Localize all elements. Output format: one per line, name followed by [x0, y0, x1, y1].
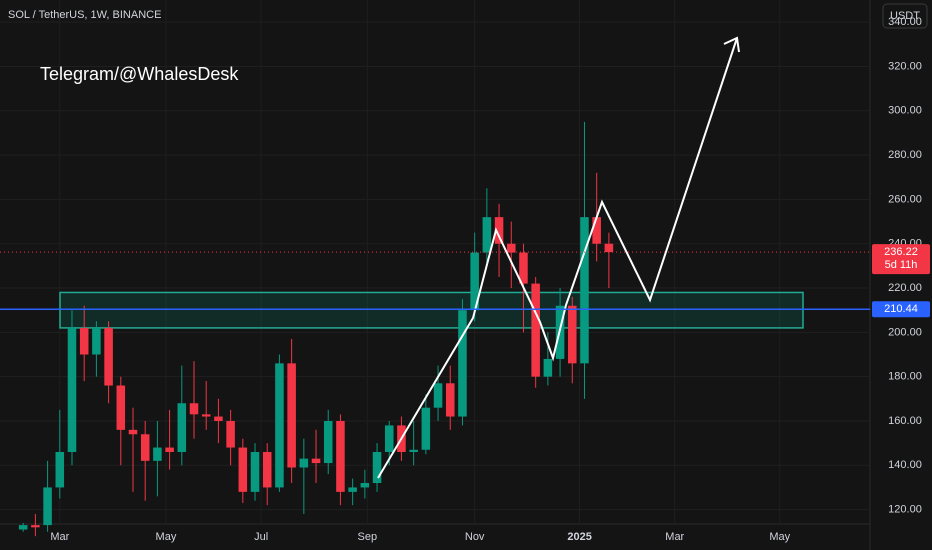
- candle-body: [226, 420, 235, 448]
- candle-body: [470, 252, 479, 311]
- candle-body: [421, 407, 431, 450]
- candle-body: [348, 487, 357, 492]
- candle-body: [543, 358, 553, 377]
- candle-body: [592, 217, 601, 244]
- x-tick-label: Nov: [465, 531, 485, 543]
- candle-body: [275, 363, 284, 488]
- watermark: Telegram/@WhalesDesk: [40, 64, 239, 84]
- candle-body: [323, 420, 333, 464]
- y-tick-label: 260.00: [888, 193, 922, 205]
- y-tick-label: 280.00: [888, 149, 922, 161]
- currency-button[interactable]: [882, 3, 928, 29]
- candle-body: [604, 243, 614, 253]
- candle-body: [128, 429, 138, 435]
- candle-body: [580, 217, 589, 364]
- x-tick-label: May: [769, 531, 790, 543]
- x-tick-label: Mar: [665, 531, 684, 543]
- y-tick-label: 320.00: [888, 60, 922, 72]
- candle-body: [165, 447, 174, 452]
- candle-body: [299, 458, 309, 468]
- y-tick-label: 160.00: [888, 415, 922, 427]
- candle-body: [79, 327, 89, 355]
- candle-body: [372, 451, 382, 484]
- arrow-head: [723, 36, 740, 53]
- x-tick-label: Jul: [254, 531, 268, 543]
- x-tick-label: May: [156, 531, 177, 543]
- last-price-tag: [872, 244, 930, 275]
- candle-body: [360, 483, 370, 488]
- level-label: 210.44: [884, 303, 918, 315]
- candle-body: [409, 449, 418, 452]
- support-zone: [59, 291, 804, 329]
- candle-body: [336, 420, 345, 492]
- candle-body: [104, 327, 113, 386]
- candle-body: [482, 217, 492, 253]
- candle-body: [531, 283, 540, 377]
- candle-body: [250, 451, 260, 492]
- candle-body: [506, 243, 516, 253]
- y-tick-label: 200.00: [888, 326, 922, 338]
- candle-body: [55, 451, 65, 488]
- plot-area: [0, 0, 870, 537]
- y-tick-label: 340.00: [888, 16, 922, 28]
- last-price-label: 236.22: [884, 246, 918, 258]
- candle-body: [262, 451, 272, 488]
- candle-body: [384, 425, 394, 452]
- x-tick-label: Mar: [50, 531, 69, 543]
- candle-body: [494, 217, 504, 244]
- y-tick-label: 140.00: [888, 459, 922, 471]
- candle-body: [67, 327, 77, 452]
- x-tick-label: 2025: [567, 531, 591, 543]
- candle-body: [116, 385, 126, 430]
- candle-body: [153, 447, 162, 461]
- symbol-title: SOL / TetherUS, 1W, BINANCE: [8, 9, 161, 21]
- y-tick-label: 120.00: [888, 504, 922, 516]
- candle-body: [458, 310, 467, 417]
- candle-body: [311, 458, 321, 464]
- y-tick-label: 180.00: [888, 371, 922, 383]
- candle-body: [287, 363, 296, 468]
- countdown-label: 5d 11h: [885, 259, 918, 271]
- candle-body: [177, 403, 187, 452]
- candle-body: [445, 383, 455, 417]
- candle-body: [189, 403, 199, 415]
- level-tag: [872, 301, 930, 318]
- candle-body: [31, 525, 40, 528]
- candle-body: [238, 447, 248, 492]
- currency-label: USDT: [890, 10, 920, 22]
- x-tick-label: Sep: [357, 531, 377, 543]
- candle-body: [18, 525, 28, 530]
- y-tick-label: 300.00: [888, 105, 922, 117]
- candle-body: [43, 487, 52, 526]
- candle-body: [201, 414, 211, 417]
- candle-body: [568, 305, 577, 364]
- candle-body: [214, 416, 223, 421]
- candle-body: [519, 252, 528, 284]
- projection-path: [377, 37, 738, 479]
- candle-body: [92, 327, 101, 355]
- y-tick-label: 220.00: [888, 282, 922, 294]
- candle-body: [433, 383, 443, 408]
- candle-body: [140, 434, 150, 461]
